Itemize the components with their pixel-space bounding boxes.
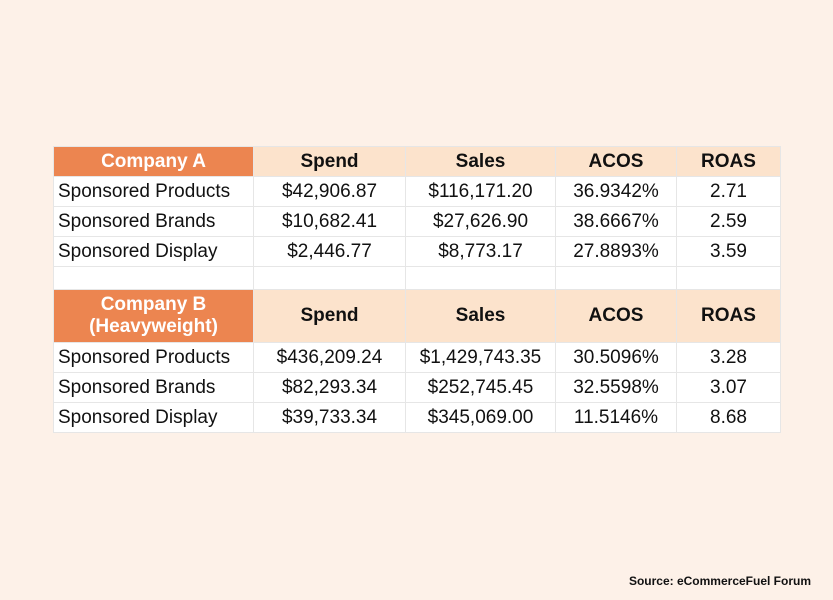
company-b-name-line1: Company B	[100, 294, 207, 315]
table-row: Sponsored Display $2,446.77 $8,773.17 27…	[53, 236, 781, 267]
table-row: Sponsored Products $436,209.24 $1,429,74…	[53, 342, 781, 373]
acos-cell: 36.9342%	[555, 176, 677, 207]
column-header-sales: Sales	[405, 146, 556, 177]
column-header-spend: Spend	[253, 146, 406, 177]
roas-cell: 3.59	[676, 236, 781, 267]
roas-cell: 3.28	[676, 342, 781, 373]
sales-cell: $1,429,743.35	[405, 342, 556, 373]
spend-cell: $42,906.87	[253, 176, 406, 207]
empty-cell	[676, 266, 781, 290]
table-row: Sponsored Brands $82,293.34 $252,745.45 …	[53, 372, 781, 403]
row-label: Sponsored Brands	[53, 372, 254, 403]
company-a-name: Company A	[53, 146, 254, 177]
row-label: Sponsored Display	[53, 236, 254, 267]
sales-cell: $8,773.17	[405, 236, 556, 267]
table-row: Sponsored Products $42,906.87 $116,171.2…	[53, 176, 781, 207]
column-header-spend: Spend	[253, 289, 406, 343]
acos-cell: 30.5096%	[555, 342, 677, 373]
column-header-roas: ROAS	[676, 289, 781, 343]
column-header-acos: ACOS	[555, 289, 677, 343]
company-b-name: Company B (Heavyweight)	[53, 289, 254, 343]
roas-cell: 3.07	[676, 372, 781, 403]
row-label: Sponsored Products	[53, 176, 254, 207]
spend-cell: $82,293.34	[253, 372, 406, 403]
acos-cell: 38.6667%	[555, 206, 677, 237]
spend-cell: $436,209.24	[253, 342, 406, 373]
empty-cell	[53, 266, 254, 290]
ad-performance-table: Company A Spend Sales ACOS ROAS Sponsore…	[53, 146, 781, 433]
table-row: Sponsored Brands $10,682.41 $27,626.90 3…	[53, 206, 781, 237]
acos-cell: 11.5146%	[555, 402, 677, 433]
column-header-roas: ROAS	[676, 146, 781, 177]
empty-cell	[555, 266, 677, 290]
sales-cell: $252,745.45	[405, 372, 556, 403]
column-header-sales: Sales	[405, 289, 556, 343]
row-label: Sponsored Brands	[53, 206, 254, 237]
acos-cell: 32.5598%	[555, 372, 677, 403]
sales-cell: $116,171.20	[405, 176, 556, 207]
table-row: Sponsored Display $39,733.34 $345,069.00…	[53, 402, 781, 433]
roas-cell: 2.71	[676, 176, 781, 207]
empty-cell	[405, 266, 556, 290]
sales-cell: $345,069.00	[405, 402, 556, 433]
acos-cell: 27.8893%	[555, 236, 677, 267]
company-b-name-line2: (Heavyweight)	[89, 316, 218, 337]
spend-cell: $2,446.77	[253, 236, 406, 267]
sales-cell: $27,626.90	[405, 206, 556, 237]
spacer-row	[53, 266, 781, 290]
row-label: Sponsored Display	[53, 402, 254, 433]
roas-cell: 2.59	[676, 206, 781, 237]
spend-cell: $10,682.41	[253, 206, 406, 237]
roas-cell: 8.68	[676, 402, 781, 433]
spend-cell: $39,733.34	[253, 402, 406, 433]
source-credit: Source: eCommerceFuel Forum	[628, 574, 811, 588]
column-header-acos: ACOS	[555, 146, 677, 177]
company-a-header-row: Company A Spend Sales ACOS ROAS	[53, 146, 781, 177]
row-label: Sponsored Products	[53, 342, 254, 373]
company-b-header-row: Company B (Heavyweight) Spend Sales ACOS…	[53, 289, 781, 343]
empty-cell	[253, 266, 406, 290]
